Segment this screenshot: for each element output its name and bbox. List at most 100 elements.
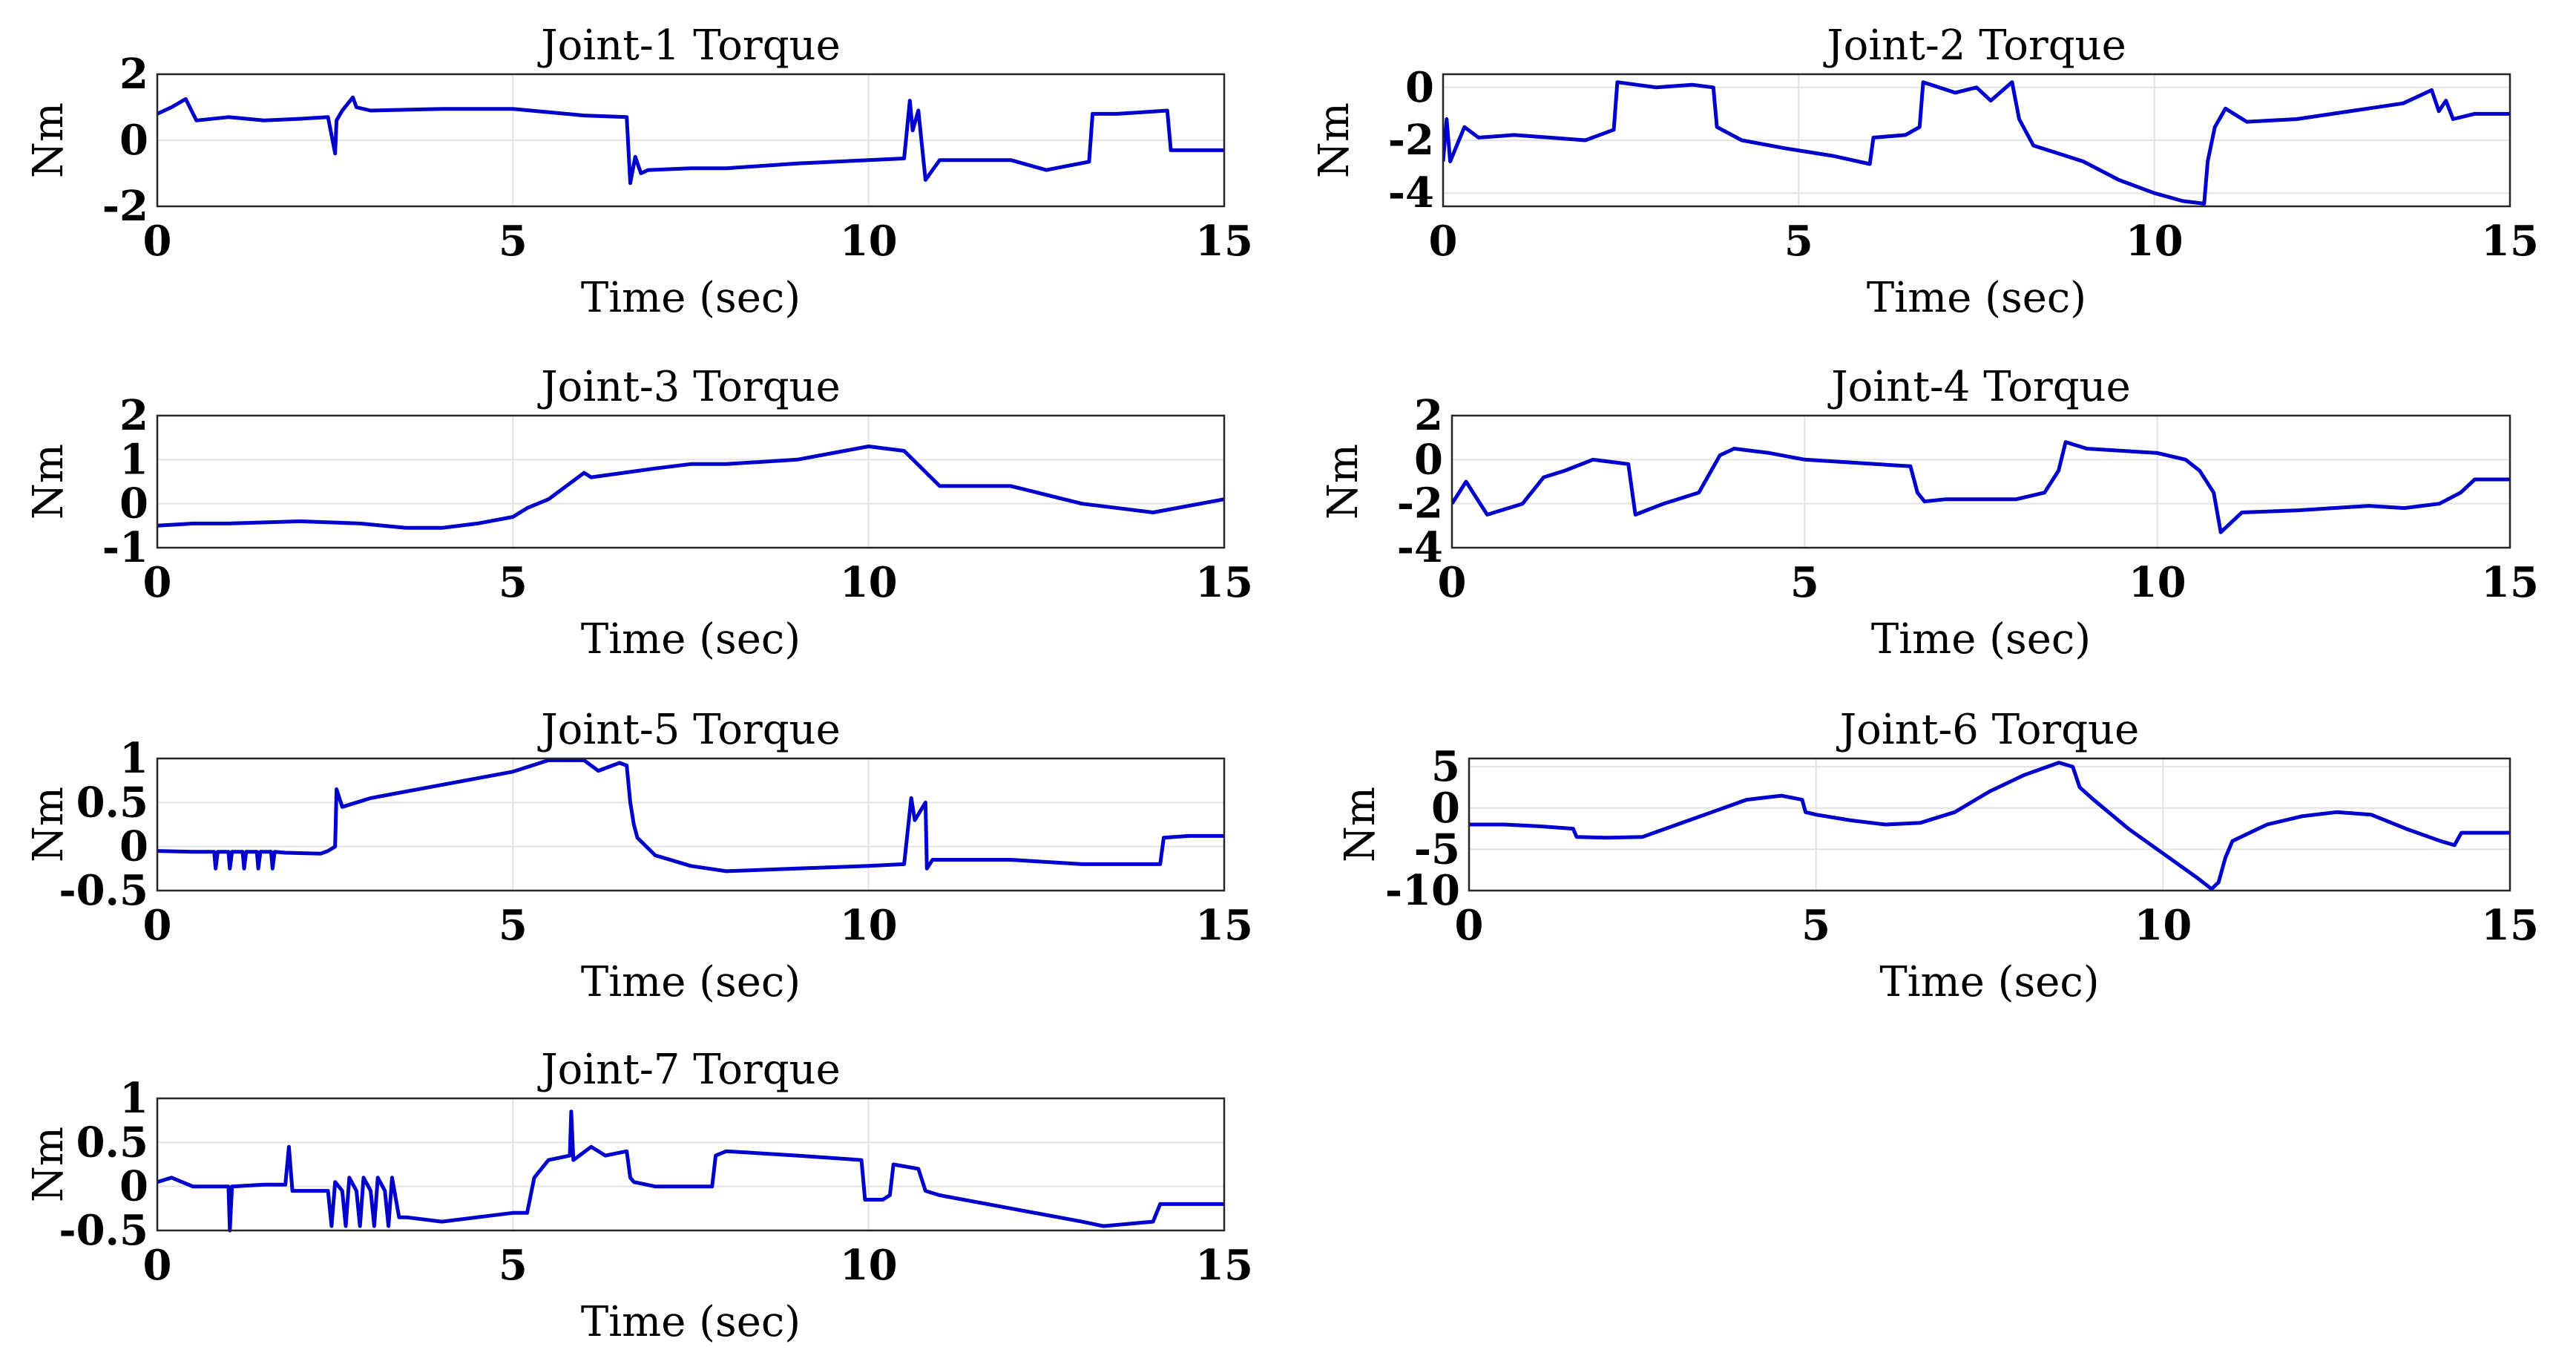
joint-1-x-tick-label: 0 [143,217,172,266]
joint-5-y-axis-label: Nm [24,787,73,862]
joint-1-x-tick-label: 5 [499,217,528,266]
joint-4-x-axis-label: Time (sec) [1871,615,2091,663]
joint-3-x-tick-label: 10 [840,558,898,607]
joint-3-plot-area [157,416,1224,548]
joint-7-series-line [157,1110,1224,1233]
joint-3-x-tick-label: 5 [499,558,528,607]
joint-5-y-tick-label: -0.5 [59,866,148,915]
joint-7-plot-area [157,1098,1224,1230]
joint-6-y-tick-label: -5 [1414,825,1460,874]
joint-3-y-axis-label: Nm [24,444,73,520]
joint-3-x-tick-label: 0 [143,558,172,607]
joint-7-y-tick-label: 0.5 [76,1118,148,1167]
joint-6-x-axis-label: Time (sec) [1879,958,2099,1006]
joint-6-x-tick-label: 5 [1801,901,1830,950]
joint-2-y-axis-label: Nm [1310,102,1358,178]
joint-2-x-tick-label: 10 [2126,217,2184,266]
joint-1-y-axis-label: Nm [24,102,73,178]
joint-7-y-axis-label: Nm [24,1127,73,1202]
joint-6-x-tick-label: 0 [1455,901,1484,950]
joint-3-x-tick-label: 15 [1195,558,1253,607]
joint-2-title: Joint-2 Torque [1823,22,2126,70]
joint-7-y-tick-label: 1 [119,1074,148,1123]
joint-1-x-axis-label: Time (sec) [581,274,801,322]
joint-7-x-tick-label: 10 [840,1241,898,1290]
joint-4-y-tick-label: -4 [1397,523,1443,572]
joint-2-x-tick-label: 0 [1429,217,1458,266]
joint-3-series-line [157,445,1224,530]
joint-2-x-tick-label: 15 [2481,217,2539,266]
joint-3-y-tick-label: 2 [119,391,148,440]
joint-4-y-tick-label: -2 [1397,479,1443,528]
joint-5-axes-frame [156,757,1226,892]
joint-1-y-tick-label: 0 [119,116,148,165]
joint-5-series-line [157,758,1224,874]
joint-2-series-line [1443,80,2510,206]
joint-5-x-tick-label: 10 [840,901,898,950]
joint-7-x-tick-label: 15 [1195,1241,1253,1290]
joint-3-y-tick-label: -1 [102,523,148,572]
joint-3-y-tick-label: 1 [119,435,148,484]
joint-5-y-tick-label: 1 [119,734,148,783]
joint-7-title: Joint-7 Torque [537,1046,841,1094]
joint-6-axes-frame [1468,757,2511,892]
joint-6-x-tick-label: 15 [2481,901,2539,950]
joint-4-x-tick-label: 10 [2129,558,2186,607]
joint-2-x-axis-label: Time (sec) [1867,274,2086,322]
joint-6-title: Joint-6 Torque [1836,706,2140,754]
joint-1-series-line [157,95,1224,186]
joint-6-y-tick-label: -10 [1385,866,1460,915]
joint-5-plot-area [157,758,1224,891]
joint-6-plot-area [1469,758,2510,891]
joint-4-x-tick-label: 15 [2481,558,2539,607]
joint-6-x-tick-label: 10 [2134,901,2192,950]
joint-6-y-tick-label: 5 [1431,742,1460,791]
joint-6-y-tick-label: 0 [1431,784,1460,833]
joint-3-title: Joint-3 Torque [537,363,841,411]
joint-2-axes-frame [1442,73,2511,208]
joint-5-y-tick-label: 0 [119,822,148,871]
joint-1-y-tick-label: 2 [119,50,148,99]
joint-1-axes-frame [156,73,1226,208]
joint-1-x-tick-label: 10 [840,217,898,266]
joint-6-series-line [1469,761,2510,891]
joint-5-x-axis-label: Time (sec) [581,958,801,1006]
joint-1-x-tick-label: 15 [1195,217,1253,266]
joint-1-title: Joint-1 Torque [537,22,841,70]
joint-3-y-tick-label: 0 [119,479,148,528]
joint-7-axes-frame [156,1097,1226,1232]
joint-3-x-axis-label: Time (sec) [581,615,801,663]
joint-4-y-axis-label: Nm [1319,444,1367,520]
joint-5-x-tick-label: 0 [143,901,172,950]
joint-6-y-axis-label: Nm [1336,787,1384,862]
joint-4-x-tick-label: 5 [1790,558,1819,607]
joint-2-y-tick-label: 0 [1405,63,1434,112]
joint-4-y-tick-label: 0 [1414,435,1443,484]
joint-4-title: Joint-4 Torque [1827,363,2131,411]
joint-4-x-tick-label: 0 [1438,558,1467,607]
joint-7-y-tick-label: 0 [119,1162,148,1211]
joint-7-y-tick-label: -0.5 [59,1206,148,1255]
joint-2-y-tick-label: -4 [1388,168,1434,217]
joint-2-y-tick-label: -2 [1388,116,1434,165]
joint-1-y-tick-label: -2 [102,182,148,231]
joint-4-y-tick-label: 2 [1414,391,1443,440]
joint-4-axes-frame [1450,414,2511,549]
joint-7-x-tick-label: 5 [499,1241,528,1290]
joint-5-x-tick-label: 15 [1195,901,1253,950]
joint-2-x-tick-label: 5 [1784,217,1813,266]
joint-4-series-line [1452,440,2510,534]
joint-5-y-tick-label: 0.5 [76,778,148,827]
joint-5-x-tick-label: 5 [499,901,528,950]
joint-5-title: Joint-5 Torque [537,706,841,754]
joint-4-plot-area [1452,416,2510,548]
joint-3-axes-frame [156,414,1226,549]
